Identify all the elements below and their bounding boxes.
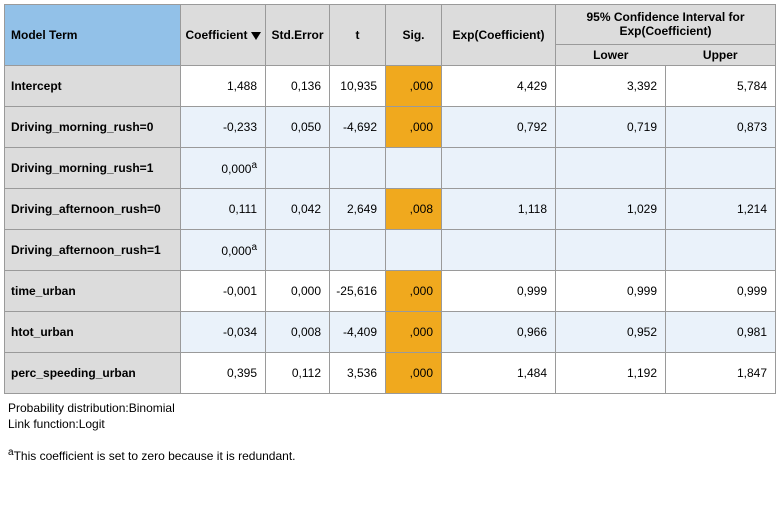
cell-upper: 0,999 — [666, 271, 776, 312]
cell-empty — [556, 148, 666, 189]
cell-coefficient: -0,034 — [181, 312, 266, 353]
row-label: Driving_morning_rush=0 — [5, 107, 181, 148]
cell-upper: 1,847 — [666, 353, 776, 394]
col-t[interactable]: t — [330, 5, 386, 66]
cell-empty — [330, 230, 386, 271]
cell-empty — [442, 148, 556, 189]
cell-t: -25,616 — [330, 271, 386, 312]
cell-coefficient: -0,001 — [181, 271, 266, 312]
table-body: Intercept1,4880,13610,935,0004,4293,3925… — [5, 66, 776, 394]
cell-lower: 1,192 — [556, 353, 666, 394]
cell-std-error: 0,000 — [266, 271, 330, 312]
cell-std-error: 0,136 — [266, 66, 330, 107]
table-row: Driving_afternoon_rush=10,000a — [5, 230, 776, 271]
cell-empty — [386, 148, 442, 189]
footer-link: Link function:Logit — [8, 416, 779, 432]
cell-empty — [666, 230, 776, 271]
cell-coefficient: 0,000a — [181, 230, 266, 271]
row-label: Driving_morning_rush=1 — [5, 148, 181, 189]
cell-t: -4,409 — [330, 312, 386, 353]
row-label: Intercept — [5, 66, 181, 107]
cell-t: 3,536 — [330, 353, 386, 394]
cell-t: -4,692 — [330, 107, 386, 148]
sort-desc-icon — [251, 32, 261, 40]
cell-coefficient: 0,395 — [181, 353, 266, 394]
row-label: Driving_afternoon_rush=0 — [5, 189, 181, 230]
cell-std-error: 0,042 — [266, 189, 330, 230]
table-row: time_urban-0,0010,000-25,616,0000,9990,9… — [5, 271, 776, 312]
cell-coefficient: 0,111 — [181, 189, 266, 230]
col-model-term[interactable]: Model Term — [5, 5, 181, 66]
col-ci-upper[interactable]: Upper — [666, 44, 776, 65]
cell-std-error: 0,112 — [266, 353, 330, 394]
cell-exp: 1,118 — [442, 189, 556, 230]
cell-coefficient: 0,000a — [181, 148, 266, 189]
cell-upper: 5,784 — [666, 66, 776, 107]
cell-empty — [556, 230, 666, 271]
cell-lower: 0,952 — [556, 312, 666, 353]
row-label: time_urban — [5, 271, 181, 312]
cell-exp: 0,966 — [442, 312, 556, 353]
cell-sig: ,000 — [386, 107, 442, 148]
cell-lower: 0,719 — [556, 107, 666, 148]
cell-empty — [330, 148, 386, 189]
col-std-error[interactable]: Std.Error — [266, 5, 330, 66]
cell-exp: 1,484 — [442, 353, 556, 394]
cell-empty — [666, 148, 776, 189]
cell-empty — [266, 230, 330, 271]
footnote-text: This coefficient is set to zero because … — [14, 449, 296, 463]
cell-lower: 3,392 — [556, 66, 666, 107]
cell-lower: 0,999 — [556, 271, 666, 312]
col-coefficient-label: Coefficient — [185, 28, 247, 42]
cell-exp: 4,429 — [442, 66, 556, 107]
row-label: perc_speeding_urban — [5, 353, 181, 394]
cell-lower: 1,029 — [556, 189, 666, 230]
cell-sig: ,000 — [386, 271, 442, 312]
table-row: Driving_afternoon_rush=00,1110,0422,649,… — [5, 189, 776, 230]
cell-coefficient: -0,233 — [181, 107, 266, 148]
cell-empty — [266, 148, 330, 189]
cell-upper: 1,214 — [666, 189, 776, 230]
cell-sig: ,000 — [386, 353, 442, 394]
row-label: htot_urban — [5, 312, 181, 353]
cell-std-error: 0,008 — [266, 312, 330, 353]
cell-sig: ,000 — [386, 66, 442, 107]
cell-exp: 0,999 — [442, 271, 556, 312]
fixed-effects-table: Model Term Coefficient Std.Error t Sig. … — [4, 4, 776, 394]
footer-dist: Probability distribution:Binomial — [8, 400, 779, 416]
cell-upper: 0,873 — [666, 107, 776, 148]
cell-sig: ,008 — [386, 189, 442, 230]
col-exp-coef[interactable]: Exp(Coefficient) — [442, 5, 556, 66]
col-sig[interactable]: Sig. — [386, 5, 442, 66]
cell-std-error: 0,050 — [266, 107, 330, 148]
table-row: perc_speeding_urban0,3950,1123,536,0001,… — [5, 353, 776, 394]
row-label: Driving_afternoon_rush=1 — [5, 230, 181, 271]
table-footer: Probability distribution:Binomial Link f… — [4, 394, 779, 465]
cell-t: 10,935 — [330, 66, 386, 107]
cell-coefficient: 1,488 — [181, 66, 266, 107]
cell-sig: ,000 — [386, 312, 442, 353]
table-row: htot_urban-0,0340,008-4,409,0000,9660,95… — [5, 312, 776, 353]
col-ci-lower[interactable]: Lower — [556, 44, 666, 65]
cell-t: 2,649 — [330, 189, 386, 230]
footer-note: aThis coefficient is set to zero because… — [8, 446, 779, 464]
cell-upper: 0,981 — [666, 312, 776, 353]
col-coefficient[interactable]: Coefficient — [181, 5, 266, 66]
table-row: Driving_morning_rush=0-0,2330,050-4,692,… — [5, 107, 776, 148]
table-row: Intercept1,4880,13610,935,0004,4293,3925… — [5, 66, 776, 107]
col-ci-group: 95% Confidence Interval for Exp(Coeffici… — [556, 5, 776, 45]
cell-empty — [442, 230, 556, 271]
table-row: Driving_morning_rush=10,000a — [5, 148, 776, 189]
cell-empty — [386, 230, 442, 271]
cell-exp: 0,792 — [442, 107, 556, 148]
